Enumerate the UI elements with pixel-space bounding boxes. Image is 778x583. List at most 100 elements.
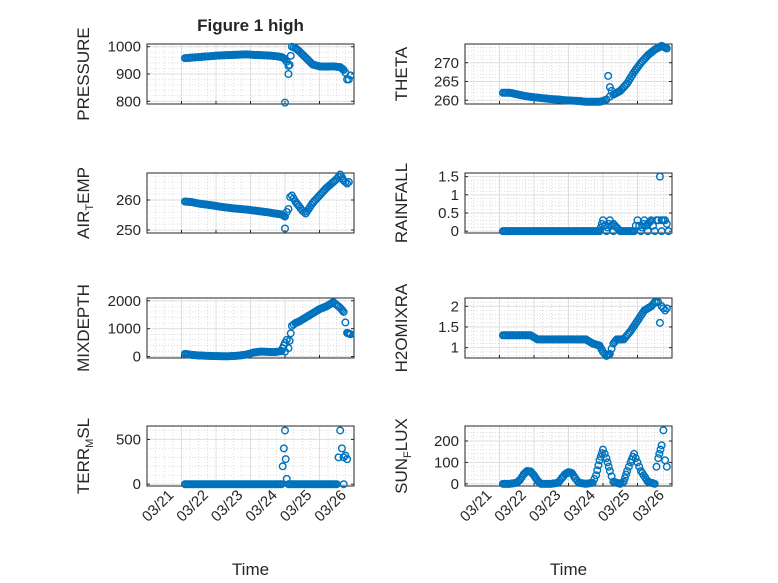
data-point [284,204,293,213]
data-point [662,219,671,228]
y-tick-label: 260 [434,92,459,109]
data-point [526,331,535,340]
data-point [630,449,639,458]
data-point [604,462,613,471]
data-point [339,480,348,489]
data-point [619,335,628,344]
data-point [595,456,604,465]
data-point [594,461,603,470]
data-point [588,339,597,348]
data-point [654,454,663,463]
data-point [599,445,608,454]
data-point [657,441,666,450]
subplot-rainfall: 00.511.5 RAINFALL [392,163,673,243]
y-tick-label: 0 [133,476,141,493]
data-point [567,469,576,478]
data-point [343,179,352,188]
y-axis-label: AIRTEMP [74,167,96,239]
data-point [592,471,601,480]
data-point [336,170,345,179]
data-point [243,350,252,359]
data-point [284,61,293,70]
data-point [605,83,614,92]
data-point [593,466,602,475]
data-point [638,223,647,232]
y-tick-label: 2000 [108,293,141,310]
data-point [281,98,290,107]
data-point [662,44,671,53]
data-point [659,304,668,313]
data-point [590,475,599,484]
data-point [281,426,290,435]
data-point [346,330,355,339]
data-point [286,329,295,338]
data-point [602,454,611,463]
data-point [308,60,317,69]
data-point [604,71,613,80]
data-point [341,318,350,327]
data-point [301,209,310,218]
data-point [659,426,668,435]
data-point [609,477,618,486]
y-tick-label: 1 [451,187,459,204]
data-point [308,198,317,207]
data-point [624,462,633,471]
data-point [623,467,632,476]
data-point [282,335,291,344]
y-tick-label: 200 [434,433,459,450]
data-point [600,449,609,458]
data-point [281,212,290,221]
data-point [282,57,291,66]
data-point [619,477,628,486]
data-point [655,318,664,327]
data-point [623,79,632,88]
y-tick-label: 0 [133,349,141,366]
data-point [605,467,614,476]
data-point [315,305,324,314]
data-point [633,316,642,325]
data-point [662,462,671,471]
data-point [301,53,310,62]
data-point [636,58,645,67]
y-tick-label: 500 [116,431,141,448]
data-point [633,458,642,467]
y-tick-label: 0 [451,476,459,493]
data-point [286,192,295,201]
data-point [588,478,597,487]
data-point [308,309,317,318]
data-point [344,75,353,84]
data-point [516,475,525,484]
data-point [322,302,331,311]
data-point [346,71,355,80]
data-point [595,97,604,106]
data-point [337,444,346,453]
y-axis-label: RAINFALL [392,163,411,243]
data-point [630,68,639,77]
data-point [662,304,671,313]
data-point [607,344,616,353]
y-tick-label: 1000 [108,321,141,338]
data-point [530,471,539,480]
data-point [595,341,604,350]
data-point [650,45,659,54]
data-point [657,216,666,225]
y-tick-label: 1.5 [438,319,459,336]
data-point [656,445,665,454]
data-point [635,462,644,471]
data-point [536,479,545,488]
data-point [513,477,522,486]
data-point [603,458,612,467]
data-point [281,347,290,356]
data-point [643,51,652,60]
data-point [655,172,664,181]
data-point [650,298,659,307]
data-point [281,455,290,464]
data-point [655,449,664,458]
data-point [315,191,324,200]
data-point [564,468,573,477]
data-point [278,462,287,471]
data-point [334,453,343,462]
subplot-pressure: 800 900 1000 PRESSURE Figure 1 high [74,16,355,121]
